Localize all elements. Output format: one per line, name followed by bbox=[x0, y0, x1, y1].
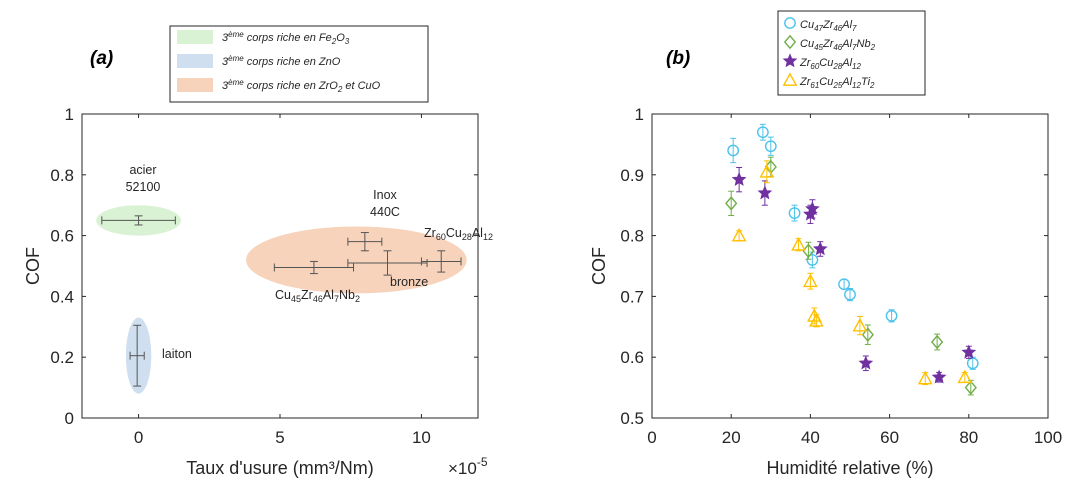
legend-label-fe2o3: 3ème corps riche en Fe2O3 bbox=[222, 30, 350, 46]
chart-a-panel-label: (a) bbox=[90, 48, 113, 69]
chart-a-xlabel: Taux d'usure (mm³/Nm) bbox=[186, 458, 373, 478]
chart-a-legend: 3ème corps riche en Fe2O3 3ème corps ric… bbox=[169, 25, 429, 103]
chart-a-x-multiplier: ×10-5 bbox=[448, 455, 488, 478]
point-zr60cu28al12 bbox=[420, 250, 462, 273]
point-star bbox=[961, 344, 977, 359]
chart-b-xtick-label: 0 bbox=[647, 428, 656, 447]
point-circle bbox=[806, 254, 819, 266]
point-acier-52100 bbox=[101, 215, 176, 226]
point-triangle bbox=[731, 227, 747, 242]
chart-b: 0 20 40 60 80 100 0.5 0.6 0.7 0.8 0.9 1 COF Humidit… bbox=[589, 10, 1062, 478]
point-circle bbox=[838, 278, 850, 291]
point-circle bbox=[727, 144, 740, 157]
point-laiton bbox=[129, 324, 145, 387]
chart-b-plot-frame bbox=[651, 113, 1049, 419]
series-triangle bbox=[731, 160, 973, 386]
legend-swatch-zro2-cuo bbox=[177, 78, 213, 92]
point-bronze bbox=[347, 250, 428, 276]
point-inox-440c bbox=[347, 232, 383, 252]
annotation-acier-line1: acier bbox=[129, 163, 156, 177]
series-diamond bbox=[725, 156, 977, 396]
legend-marker-triangle bbox=[782, 72, 798, 86]
chart-b-ylabel: COF bbox=[589, 247, 609, 285]
chart-b-xlabel: Humidité relative (%) bbox=[766, 458, 933, 478]
series-star bbox=[731, 167, 977, 384]
annotation-laiton: laiton bbox=[162, 347, 192, 361]
legend-marker-circle bbox=[784, 17, 796, 29]
region-2 bbox=[246, 226, 467, 294]
chart-a-ylabel: COF bbox=[23, 247, 43, 285]
point-triangle bbox=[791, 237, 806, 251]
chart-b-ytick-label: 0.6 bbox=[620, 348, 644, 367]
point-star bbox=[757, 185, 773, 200]
chart-a-ytick-label: 1 bbox=[65, 105, 74, 124]
point-star bbox=[931, 369, 947, 384]
legend-label-cu47zr46al7: Cu47Zr46Al7 bbox=[800, 19, 857, 33]
legend-label-cu45zr46al7nb2: Cu45Zr46Al7Nb2 bbox=[800, 38, 876, 52]
legend-label-zr61cu25al12ti2: Zr61Cu25Al12Ti2 bbox=[799, 76, 875, 90]
point-triangle bbox=[957, 369, 973, 384]
point-diamond bbox=[931, 334, 944, 350]
point-star bbox=[858, 355, 874, 370]
chart-a-ytick-label: 0.4 bbox=[50, 287, 74, 306]
point-cu45zr46al7nb2 bbox=[273, 260, 355, 275]
annotation-acier-line2: 52100 bbox=[126, 180, 161, 194]
chart-a: 0 5 10 0 0.2 0.4 0.6 0.8 1 acier 52100 laiton In… bbox=[23, 25, 493, 478]
annotation-inox-line1: Inox bbox=[373, 188, 397, 202]
annotation-zr60cu28al12: Zr60Cu28Al12 bbox=[424, 226, 493, 242]
chart-b-ytick-label: 0.9 bbox=[620, 166, 644, 185]
annotation-bronze: bronze bbox=[390, 275, 428, 289]
chart-b-ytick-label: 0.8 bbox=[620, 227, 644, 246]
chart-a-ytick-label: 0.8 bbox=[50, 166, 74, 185]
point-star bbox=[731, 171, 747, 186]
chart-b-ytick-label: 0.5 bbox=[620, 409, 644, 428]
point-circle bbox=[844, 288, 856, 301]
point-diamond bbox=[802, 243, 815, 259]
point-star bbox=[812, 241, 828, 256]
point-triangle bbox=[917, 370, 933, 385]
chart-a-ytick-label: 0 bbox=[65, 409, 74, 428]
legend-swatch-fe2o3 bbox=[177, 30, 213, 44]
chart-b-panel-label: (b) bbox=[666, 48, 690, 69]
point-circle bbox=[788, 207, 801, 220]
chart-b-xtick-label: 60 bbox=[880, 428, 899, 447]
chart-a-ytick-label: 0.2 bbox=[50, 348, 74, 367]
chart-b-legend: Cu47Zr46Al7 Cu45Zr46Al7Nb2 Zr60Cu28Al12 … bbox=[777, 10, 926, 96]
chart-a-xtick-label: 5 bbox=[275, 428, 284, 447]
legend-marker-star bbox=[782, 53, 798, 68]
point-triangle bbox=[759, 164, 775, 178]
chart-b-legend-box bbox=[777, 10, 926, 96]
point-triangle bbox=[803, 273, 818, 288]
legend-label-zr60cu28al12: Zr60Cu28Al12 bbox=[799, 57, 861, 71]
chart-b-xtick-label: 100 bbox=[1034, 428, 1062, 447]
point-circle bbox=[764, 140, 777, 153]
annotation-inox-line2: 440C bbox=[370, 205, 400, 219]
annotation-cu45zr46al7nb2: Cu45Zr46Al7Nb2 bbox=[275, 288, 360, 304]
chart-a-xtick-label: 10 bbox=[412, 428, 431, 447]
chart-b-ytick-label: 1 bbox=[635, 105, 644, 124]
point-circle bbox=[885, 309, 898, 322]
point-triangle bbox=[852, 317, 868, 332]
point-diamond bbox=[725, 196, 738, 211]
point-diamond bbox=[861, 327, 874, 342]
chart-b-ytick-label: 0.7 bbox=[620, 287, 644, 306]
legend-label-zro2-cuo: 3ème corps riche en ZrO2 et CuO bbox=[222, 78, 381, 94]
point-star bbox=[805, 201, 820, 216]
point-triangle bbox=[808, 313, 824, 327]
chart-b-xtick-label: 40 bbox=[801, 428, 820, 447]
legend-swatch-zno bbox=[177, 54, 213, 68]
legend-label-zno: 3ème corps riche en ZnO bbox=[222, 54, 341, 68]
chart-a-xtick-label: 0 bbox=[134, 428, 143, 447]
point-circle bbox=[756, 126, 769, 139]
chart-b-xtick-label: 20 bbox=[722, 428, 741, 447]
chart-a-ytick-label: 0.6 bbox=[50, 227, 74, 246]
legend-marker-diamond bbox=[783, 34, 797, 50]
chart-b-xtick-label: 80 bbox=[959, 428, 978, 447]
point-diamond bbox=[964, 380, 977, 395]
